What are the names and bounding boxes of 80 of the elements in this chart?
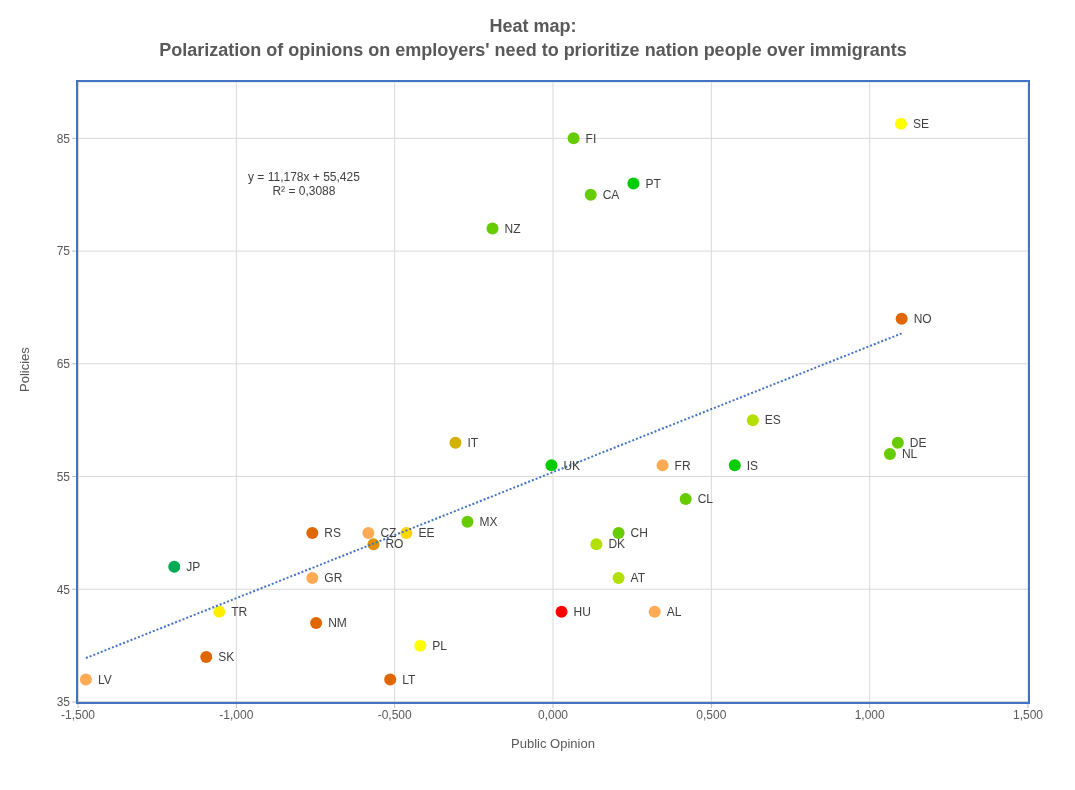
annotation: JP	[186, 559, 201, 574]
annotation: SE	[913, 116, 930, 131]
point	[449, 436, 462, 449]
annotation: FR	[674, 458, 691, 473]
annotation: CA	[602, 187, 620, 202]
point	[679, 493, 692, 506]
annotation: IS	[746, 458, 759, 473]
annotation: DE	[909, 435, 927, 450]
y-tick-label: 35	[56, 695, 71, 710]
annotation: R² = 0,3088	[271, 184, 337, 198]
x-tick-label: 1,000	[854, 707, 886, 722]
point	[306, 572, 319, 584]
annotation: ES	[764, 413, 781, 428]
annotation: NO	[913, 311, 932, 326]
point	[612, 526, 625, 539]
point	[555, 605, 568, 618]
point	[895, 312, 908, 325]
annotation: PL	[432, 638, 448, 653]
annotation: y = 11,178x + 55,425	[248, 170, 360, 184]
annotation: IT	[467, 435, 479, 450]
annotation: LV	[97, 672, 112, 687]
y-tick-label: 85	[56, 131, 71, 146]
annotation: HU	[573, 605, 591, 620]
y-tick-label: 55	[56, 469, 71, 484]
point	[648, 605, 661, 618]
annotation: MX	[479, 514, 498, 529]
point	[746, 414, 759, 427]
annotation: SK	[218, 650, 235, 665]
y-axis-title: Policies	[16, 346, 32, 392]
point	[584, 188, 597, 201]
x-tick-label: -1,500	[60, 707, 96, 722]
annotation: CH	[630, 526, 648, 541]
annotation: GR	[324, 571, 343, 586]
annotation: EE	[418, 526, 435, 541]
x-axis-title: Public Opinion	[511, 736, 595, 751]
annotation: NM	[328, 616, 347, 631]
x-tick-label: -1,000	[219, 707, 254, 722]
annotation: AT	[630, 571, 646, 586]
chart-subtitle: Polarization of opinions on employers' need to prioritize nation people over immigrants	[158, 39, 908, 62]
point	[590, 538, 603, 551]
annotation: UK	[563, 458, 581, 473]
y-tick-label: 65	[56, 357, 71, 372]
annotation: RO	[385, 537, 404, 552]
annotation: TR	[231, 605, 248, 620]
x-tick-label: 0,500	[696, 707, 727, 722]
point	[627, 177, 640, 190]
point	[200, 650, 213, 663]
point	[891, 436, 904, 449]
annotation: AL	[666, 605, 682, 620]
annotation: DK	[608, 537, 626, 552]
point	[883, 448, 896, 460]
annotation: NZ	[504, 221, 521, 236]
point	[728, 459, 741, 472]
point	[414, 639, 427, 652]
point	[545, 459, 558, 472]
point	[362, 526, 375, 539]
point	[79, 673, 92, 686]
point	[384, 673, 397, 686]
annotation: NL	[901, 447, 918, 462]
point	[306, 526, 319, 539]
annotation: LT	[402, 672, 417, 687]
x-tick-label: -0,500	[377, 707, 412, 722]
annotation: FI	[585, 131, 597, 146]
annotation: PT	[645, 176, 662, 191]
point	[310, 617, 323, 630]
point	[168, 560, 181, 573]
y-tick-label: 45	[56, 582, 71, 597]
point	[461, 515, 474, 528]
x-tick-label: 1,500	[1012, 707, 1044, 722]
point	[612, 572, 625, 584]
point	[895, 117, 908, 130]
point	[213, 605, 226, 618]
point	[567, 132, 580, 145]
point	[486, 222, 499, 235]
annotation: CL	[697, 492, 714, 507]
annotation: RS	[324, 526, 342, 541]
chart-title: Heat map:	[488, 15, 578, 38]
y-tick-label: 75	[56, 244, 71, 259]
point	[656, 459, 669, 472]
x-tick-label: 0,000	[537, 707, 569, 722]
